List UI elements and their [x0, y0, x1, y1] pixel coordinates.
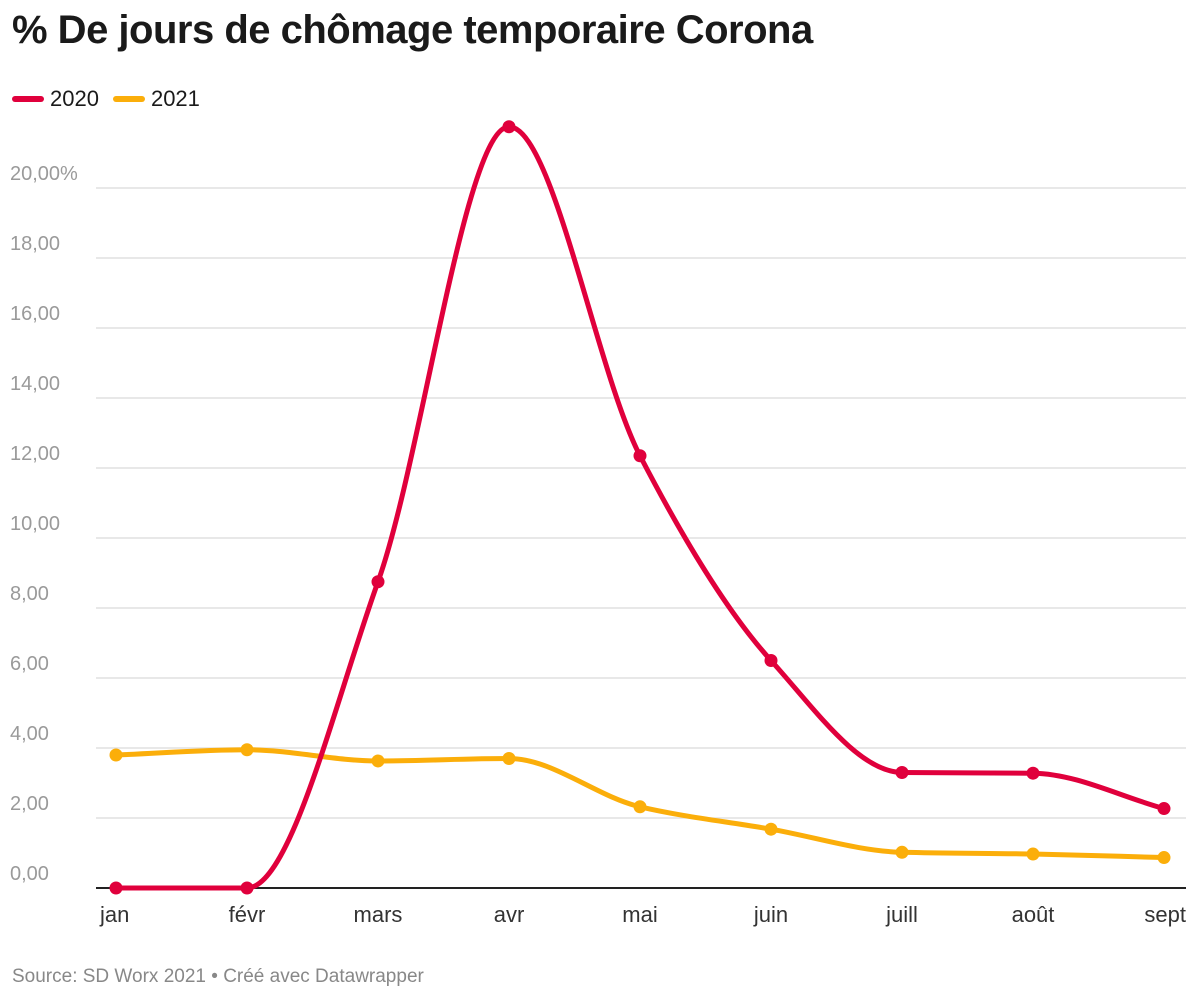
data-point-2021[interactable]: [502, 752, 516, 765]
series-2020: [109, 120, 1171, 895]
legend-item-2020: 2020: [12, 86, 99, 112]
data-point-2020[interactable]: [1026, 766, 1040, 780]
x-tick-label: jan: [99, 902, 129, 927]
data-point-2020[interactable]: [109, 881, 123, 895]
data-point-2021[interactable]: [109, 748, 123, 762]
data-point-2021[interactable]: [895, 845, 909, 859]
y-tick-label: 0,00: [10, 863, 49, 885]
y-tick-label: 8,00: [10, 583, 49, 605]
legend: 2020 2021: [12, 86, 214, 112]
x-axis-ticks: jan févr mars avr mai juin juill août sept: [99, 902, 1186, 927]
y-tick-label: 18,00: [10, 233, 60, 255]
x-tick-label: mars: [354, 902, 403, 927]
legend-label-2020: 2020: [50, 86, 99, 111]
data-point-2021[interactable]: [371, 754, 385, 768]
footer: Source: SD Worx 2021 • Créé avec Datawra…: [12, 966, 424, 988]
data-point-2020[interactable]: [502, 120, 516, 134]
legend-swatch-2021: [112, 96, 145, 102]
source-text: Source: SD Worx 2021: [12, 966, 206, 987]
data-point-2021[interactable]: [1026, 847, 1040, 861]
series-lines: [109, 120, 1171, 895]
y-tick-label: 4,00: [10, 723, 49, 745]
data-point-2020[interactable]: [895, 766, 909, 779]
data-point-2020[interactable]: [240, 881, 254, 895]
x-tick-label: juill: [885, 902, 918, 927]
data-point-2020[interactable]: [1157, 802, 1171, 816]
footer-separator: •: [211, 966, 218, 987]
legend-swatch-2020: [12, 96, 44, 102]
data-point-2021[interactable]: [240, 743, 254, 757]
series-2021: [109, 743, 1171, 865]
x-tick-label: sept: [1144, 902, 1186, 927]
line-chart: 0,00 2,00 4,00 6,00 8,00 10,00 12,00 14,00 16,00…: [10, 120, 1186, 927]
data-point-2020[interactable]: [371, 575, 385, 589]
y-axis-ticks: 0,00 2,00 4,00 6,00 8,00 10,00 12,00 14,00 16,00…: [10, 163, 78, 885]
grid-lines: [96, 187, 1186, 889]
legend-item-2021: 2021: [112, 86, 200, 112]
y-tick-label: 6,00: [10, 653, 49, 675]
x-tick-label: août: [1012, 902, 1055, 927]
credit-text[interactable]: Créé avec Datawrapper: [223, 966, 424, 987]
x-tick-label: juin: [753, 902, 788, 927]
data-point-2020[interactable]: [633, 449, 647, 463]
data-point-2021[interactable]: [633, 800, 647, 814]
y-tick-label: 16,00: [10, 303, 60, 325]
data-point-2021[interactable]: [1157, 851, 1171, 865]
series-line-2020: [113, 124, 1167, 891]
x-tick-label: févr: [229, 902, 266, 927]
data-point-2020[interactable]: [764, 654, 778, 667]
y-tick-label: 10,00: [10, 513, 60, 535]
x-tick-label: avr: [494, 902, 525, 927]
chart-title: % De jours de chômage temporaire Corona: [12, 8, 813, 52]
y-tick-label: 2,00: [10, 793, 49, 815]
y-tick-label: 12,00: [10, 443, 60, 465]
y-tick-label: 20,00%: [10, 163, 78, 185]
y-tick-label: 14,00: [10, 373, 60, 395]
legend-label-2021: 2021: [150, 86, 200, 111]
x-tick-label: mai: [622, 902, 657, 927]
data-point-2021[interactable]: [764, 822, 778, 836]
